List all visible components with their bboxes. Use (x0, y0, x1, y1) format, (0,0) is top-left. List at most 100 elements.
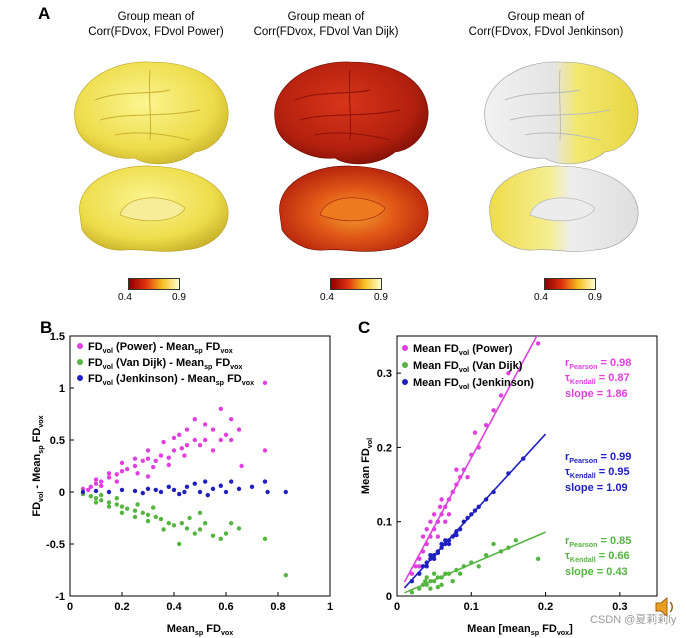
brain-lateral-vandijk (274, 61, 429, 165)
data-point (409, 590, 415, 595)
brain-title-line1: Group mean of (287, 11, 365, 23)
data-point (171, 435, 177, 441)
y-tick-label: 0.2 (377, 442, 392, 454)
data-point (184, 526, 190, 531)
data-point (153, 514, 158, 520)
brain-title-line2: Corr(FDvox, FDvol Van Dijk) (253, 26, 399, 38)
data-point (203, 422, 208, 427)
data-point (161, 439, 166, 445)
data-point (119, 504, 125, 509)
data-point (192, 437, 197, 443)
data-point (166, 462, 171, 468)
legend-marker (77, 343, 83, 349)
data-point (236, 427, 242, 432)
data-point (132, 514, 138, 520)
y-tick-label: 0.5 (50, 435, 65, 447)
data-point (218, 536, 223, 541)
data-point (203, 521, 208, 526)
stat-slope: slope = 0.43 (565, 566, 628, 578)
data-point (472, 430, 478, 435)
data-point (229, 437, 234, 443)
legend-label: Mean FDvol (Jenkinson) (413, 377, 534, 391)
colorbar-power (128, 278, 180, 290)
colorbar-min-label: 0.4 (534, 292, 548, 303)
data-point (197, 527, 203, 532)
data-point (119, 460, 125, 466)
legend-label: FDvol (Jenkinson) - Meansp FDvox (88, 373, 254, 387)
data-point (182, 489, 187, 495)
data-point (446, 541, 452, 547)
y-axis-label: Mean FDvol (360, 438, 374, 494)
data-point (171, 448, 177, 453)
data-point (205, 492, 210, 498)
data-point (161, 527, 166, 532)
watermark: CSDN @夏莉莉ly (590, 614, 677, 626)
brain-title-jenkinson: Group mean of Corr(FDvox, FDvol Jenkinso… (446, 10, 646, 40)
data-point (106, 471, 112, 476)
x-tick-label: 0.8 (270, 601, 285, 613)
data-point (177, 432, 182, 437)
data-point (106, 504, 112, 509)
data-point (132, 488, 138, 494)
data-point (114, 496, 120, 501)
plot-area (403, 336, 547, 595)
brain-lateral-power (74, 61, 229, 165)
x-axis-label: Meansp FDvox (167, 623, 234, 637)
data-point (179, 446, 184, 451)
panel-b-letter: B (40, 318, 53, 337)
data-point (424, 575, 429, 580)
data-point (210, 448, 216, 453)
data-point (265, 489, 270, 495)
x-tick-label: 0 (67, 601, 73, 613)
data-point (210, 427, 216, 432)
data-point (145, 474, 151, 479)
data-point (476, 564, 481, 569)
data-point (166, 484, 171, 489)
x-tick-label: 0.2 (114, 601, 129, 613)
data-point (184, 443, 190, 448)
data-point (450, 578, 455, 584)
data-point (106, 489, 112, 495)
data-point (483, 552, 489, 558)
data-point (262, 479, 268, 484)
data-point (88, 484, 94, 489)
scatter-chart-c: 0 0.1 0.2 0.3 0 0.1 0.2 0.3 Mean FDvol (Power) Me… (360, 335, 658, 637)
data-point (439, 582, 444, 588)
data-point (158, 453, 164, 458)
colorbar-max-label: 0.9 (172, 292, 186, 303)
data-point (491, 541, 496, 547)
x-tick-label: 0.2 (538, 601, 553, 613)
data-point (93, 500, 99, 505)
data-point (428, 552, 433, 558)
data-point (535, 341, 541, 346)
data-point (132, 463, 138, 469)
data-point (187, 515, 192, 521)
y-tick-label: 1 (59, 383, 65, 395)
legend-label: FDvol (Van Dijk) - Meansp FDvox (88, 357, 242, 371)
data-point (483, 422, 489, 428)
y-tick-label: 0 (386, 591, 392, 603)
data-point (491, 408, 496, 413)
brain-medial-vandijk (279, 165, 429, 252)
x-tick-label: 1 (327, 601, 333, 613)
legend-marker (402, 345, 408, 351)
data-point (166, 521, 171, 526)
data-point (145, 512, 151, 518)
data-point (80, 489, 86, 495)
data-point (249, 484, 255, 489)
panel-a-letter: A (38, 4, 51, 23)
data-point (446, 512, 452, 517)
data-point (218, 483, 223, 488)
scatter-chart-b: 0 0.2 0.4 0.6 0.8 1 -1 -0.5 0 0.5 1 1.5 FDvol (Power… (31, 331, 333, 637)
speaker-icon[interactable] (652, 594, 678, 620)
data-point (203, 437, 208, 443)
colorbar-min-label: 0.4 (320, 292, 334, 303)
data-point (454, 532, 459, 538)
stat-slope: slope = 1.86 (565, 388, 628, 400)
colorbar-min-label: 0.4 (118, 292, 132, 303)
y-tick-label: 1.5 (50, 331, 65, 343)
data-point (106, 475, 112, 480)
data-point (119, 510, 125, 515)
stat-pearson: rPearson = 0.85 (565, 535, 631, 549)
y-tick-label: 0.3 (377, 368, 392, 380)
